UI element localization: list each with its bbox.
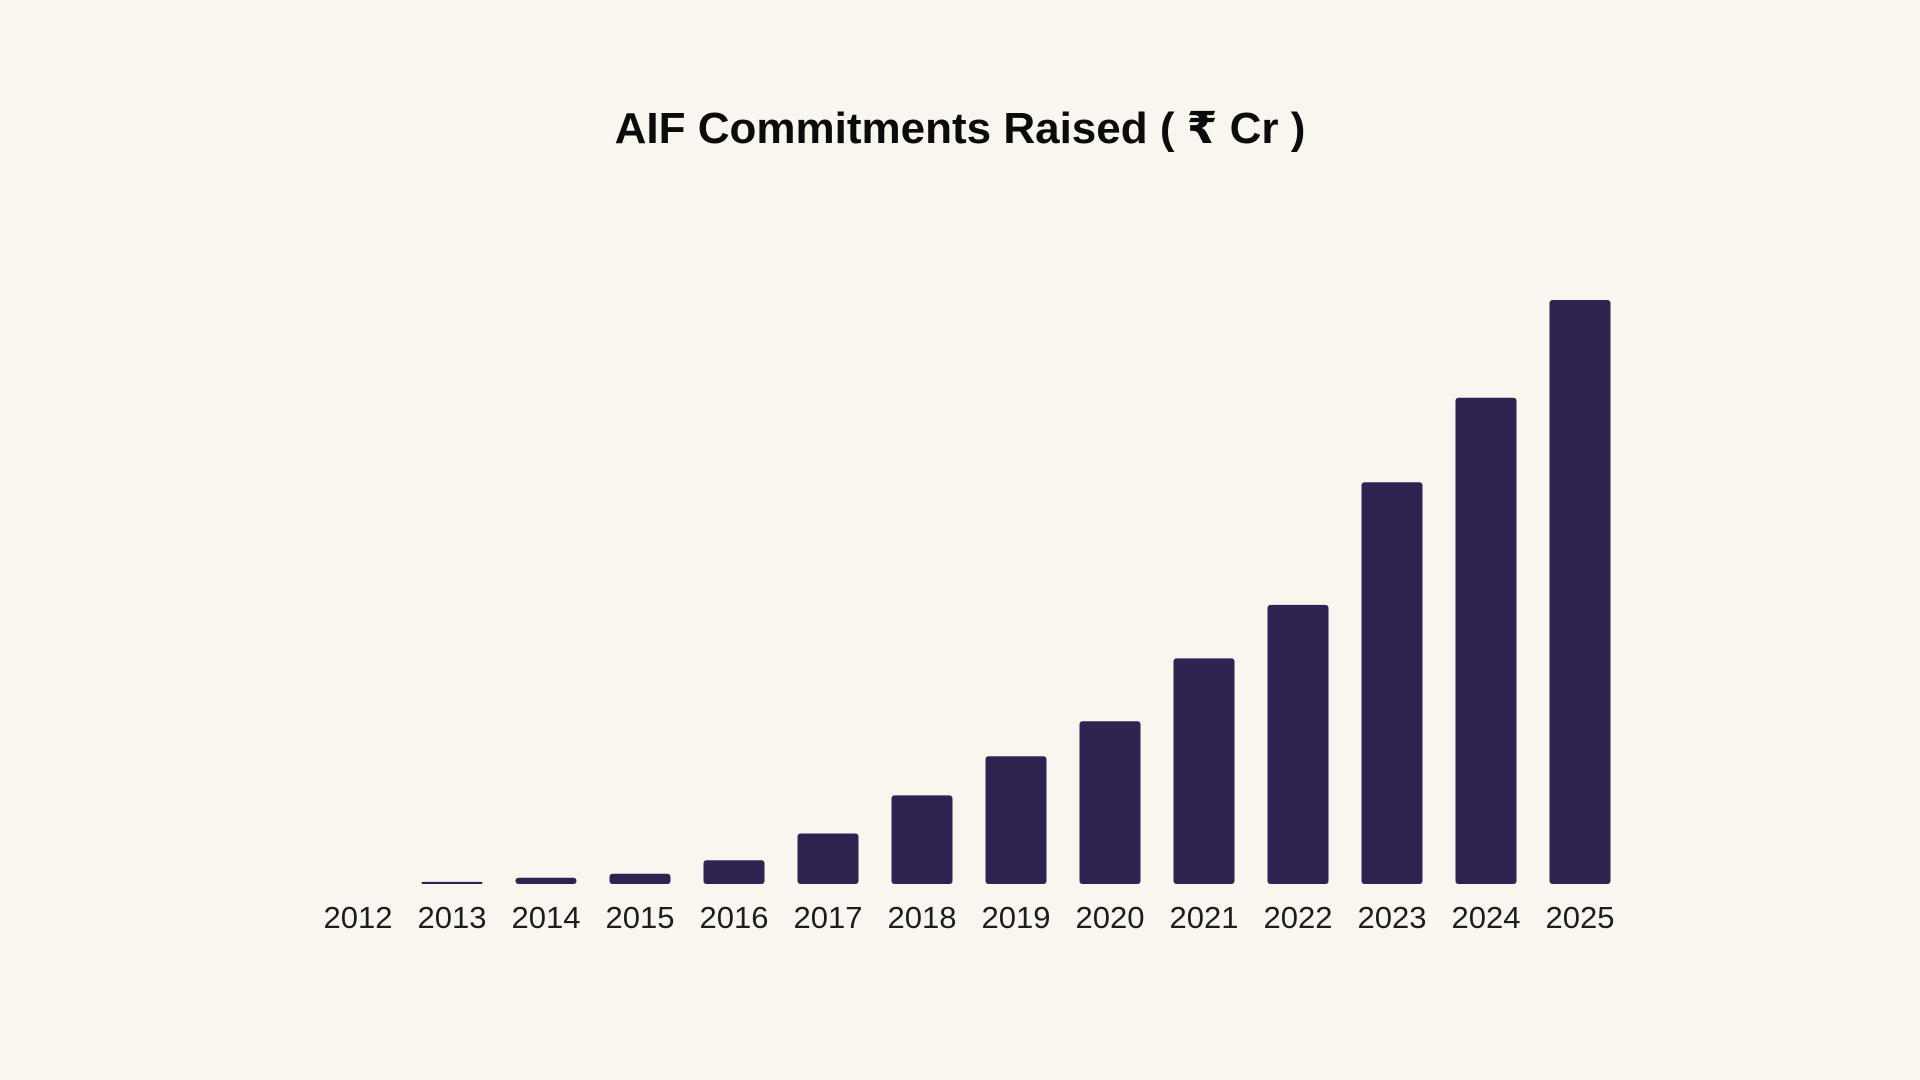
bar-series — [421, 300, 1611, 884]
x-tick-label-2014: 2014 — [512, 900, 581, 935]
x-tick-label-2019: 2019 — [982, 900, 1051, 935]
x-tick-label-2020: 2020 — [1076, 900, 1145, 935]
bar-2019 — [985, 756, 1047, 884]
x-tick-label-2022: 2022 — [1264, 900, 1333, 935]
x-tick-label-2025: 2025 — [1546, 900, 1615, 935]
bar-2023 — [1361, 482, 1423, 884]
bar-2015 — [609, 873, 671, 884]
bar-2021 — [1173, 658, 1235, 884]
x-axis-tick-labels: 2012 2013 2014 2015 2016 2017 2018 2019 2020 2021… — [324, 900, 1615, 935]
bar-2016 — [703, 860, 765, 884]
bar-2022 — [1267, 604, 1329, 884]
bar-2014 — [515, 877, 577, 884]
bar-2020 — [1079, 721, 1141, 884]
bar-2013 — [421, 881, 483, 884]
bar-2024 — [1455, 397, 1517, 884]
bar-2017 — [797, 833, 859, 884]
x-tick-label-2012: 2012 — [324, 900, 393, 935]
x-tick-label-2024: 2024 — [1452, 900, 1521, 935]
x-tick-label-2013: 2013 — [418, 900, 487, 935]
x-tick-label-2015: 2015 — [606, 900, 675, 935]
x-tick-label-2021: 2021 — [1170, 900, 1239, 935]
x-tick-label-2017: 2017 — [794, 900, 863, 935]
chart-title: AIF Commitments Raised ( ₹ Cr ) — [614, 104, 1306, 153]
bar-2018 — [891, 795, 953, 884]
bar-2025 — [1549, 300, 1611, 884]
x-tick-label-2023: 2023 — [1358, 900, 1427, 935]
x-tick-label-2018: 2018 — [888, 900, 957, 935]
x-tick-label-2016: 2016 — [700, 900, 769, 935]
